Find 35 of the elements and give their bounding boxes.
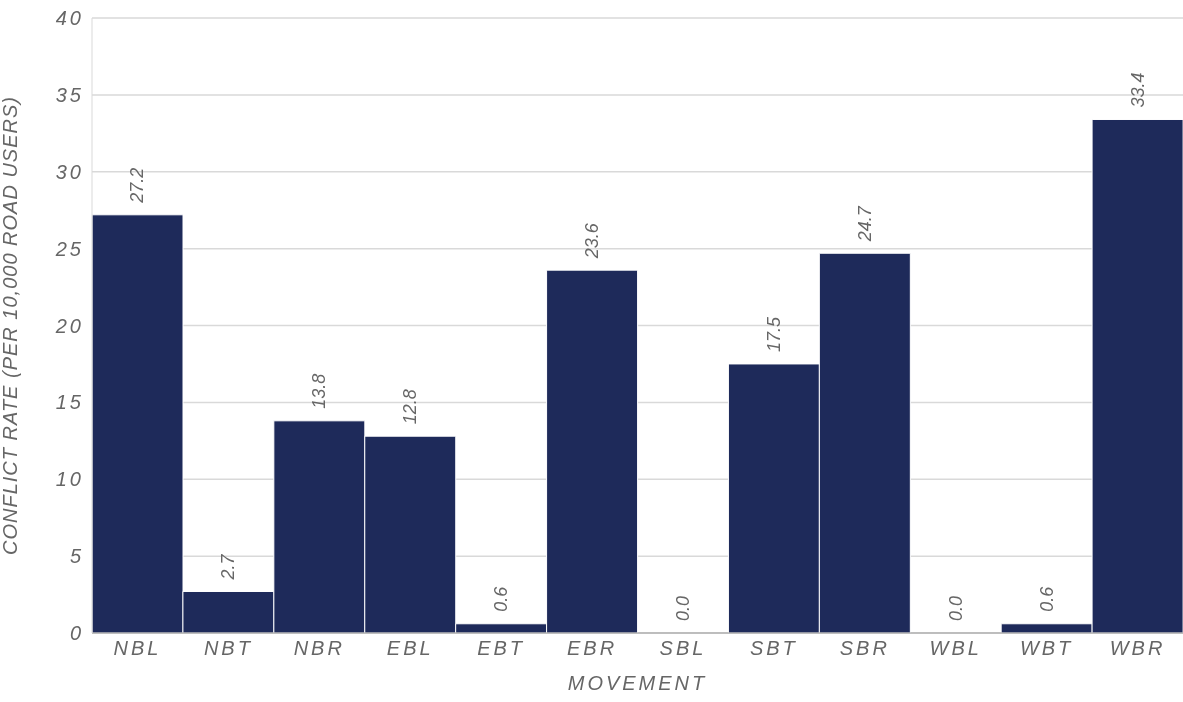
x-tick-label: NBR [293,637,345,660]
y-tick-label: 0 [69,622,84,645]
y-tick-label: 10 [55,468,84,491]
x-tick-label: WBR [1109,637,1166,660]
x-axis-title: MOVEMENT [567,672,708,694]
x-tick-label: EBR [566,637,618,660]
y-axis-title: CONFLICT RATE (PER 10,000 ROAD USERS) [0,96,22,555]
y-tick-label: 25 [54,237,84,260]
y-tick-label: 5 [69,545,84,568]
data-label: 12.8 [400,389,421,425]
data-label: 0.6 [491,585,512,612]
x-tick-label: EBT [477,637,526,660]
y-tick-label: 30 [55,160,84,183]
data-label: 17.5 [763,315,784,352]
data-label: 24.7 [854,205,875,243]
y-tick-label: 40 [55,7,84,30]
x-tick-label: SBL [659,637,707,660]
y-tick-label: 20 [54,314,84,337]
x-tick-label: NBL [113,637,162,660]
data-label: 13.8 [309,373,330,409]
data-label: 0.0 [945,595,966,621]
data-label: 27.2 [127,167,148,204]
x-tick-label: SBT [749,637,798,660]
data-label: 23.6 [582,222,603,260]
data-label: 33.4 [1127,72,1148,108]
data-label: 0.6 [1036,585,1057,612]
data-label: 0.0 [672,595,693,621]
x-tick-label: WBT [1019,637,1074,660]
x-tick-label: WBL [929,637,982,660]
y-tick-label: 35 [55,83,84,106]
y-tick-label: 15 [55,391,84,414]
data-label: 2.7 [218,553,239,581]
x-tick-label: SBR [839,637,890,660]
x-tick-label: NBT [203,637,253,660]
x-tick-label: EBL [386,637,434,660]
